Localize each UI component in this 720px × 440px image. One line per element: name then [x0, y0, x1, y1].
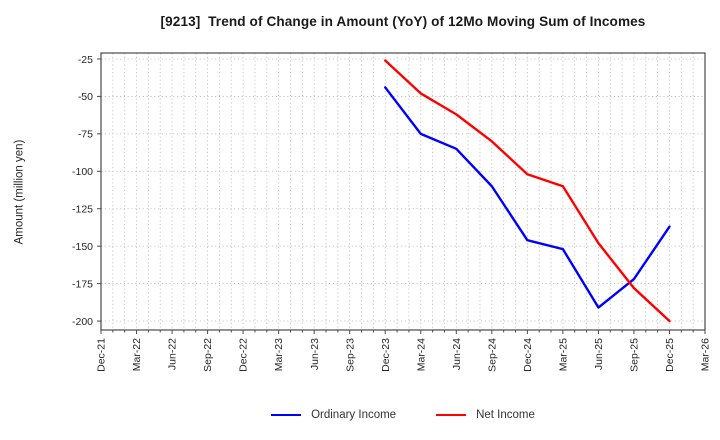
x-tick-label: Jun-25 — [593, 338, 605, 370]
x-tick-label: Dec-23 — [380, 338, 392, 372]
y-tick-label: -175 — [72, 278, 93, 290]
x-tick-label: Dec-24 — [522, 338, 534, 372]
y-tick-label: -75 — [78, 129, 93, 141]
x-tick-label: Dec-25 — [664, 338, 676, 372]
y-tick-label: -50 — [78, 91, 93, 103]
x-tick-label: Jun-23 — [309, 338, 321, 370]
x-tick-label: Mar-24 — [415, 338, 427, 371]
x-tick-label: Jun-24 — [451, 338, 463, 370]
legend-item-ordinary-income: Ordinary Income — [271, 409, 396, 421]
x-tick-label: Mar-23 — [273, 338, 285, 371]
x-tick-label: Jun-22 — [167, 338, 179, 370]
plot-frame — [100, 52, 706, 331]
x-tick-label: Mar-26 — [700, 338, 712, 371]
x-tick-label: Sep-24 — [486, 338, 498, 372]
x-tick-label: Sep-25 — [629, 338, 641, 372]
x-tick-label: Mar-22 — [131, 338, 143, 371]
legend-line-sample-net-income — [436, 414, 467, 416]
x-tick-label: Sep-23 — [344, 338, 356, 372]
y-tick-label: -150 — [72, 241, 93, 253]
x-tick-label: Mar-25 — [557, 338, 569, 371]
x-tick-label: Sep-22 — [202, 338, 214, 372]
y-tick-label: -100 — [72, 166, 93, 178]
chart-title: [9213] Trend of Change in Amount (YoY) o… — [160, 14, 646, 29]
x-tick-label: Dec-21 — [96, 338, 108, 372]
legend-line-sample-ordinary-income — [271, 414, 302, 416]
y-tick-label: -125 — [72, 204, 93, 216]
legend-label-ordinary-income: Ordinary Income — [311, 409, 397, 421]
series-line-net-income — [384, 59, 671, 323]
y-tick-label: -200 — [72, 316, 93, 328]
series-line-ordinary-income — [384, 86, 671, 309]
legend-label-net-income: Net Income — [476, 409, 535, 421]
y-tick-label: -25 — [78, 54, 93, 66]
legend-item-net-income: Net Income — [436, 409, 535, 421]
x-tick-label: Dec-22 — [238, 338, 250, 372]
legend: Ordinary Income Net Income — [101, 403, 705, 427]
